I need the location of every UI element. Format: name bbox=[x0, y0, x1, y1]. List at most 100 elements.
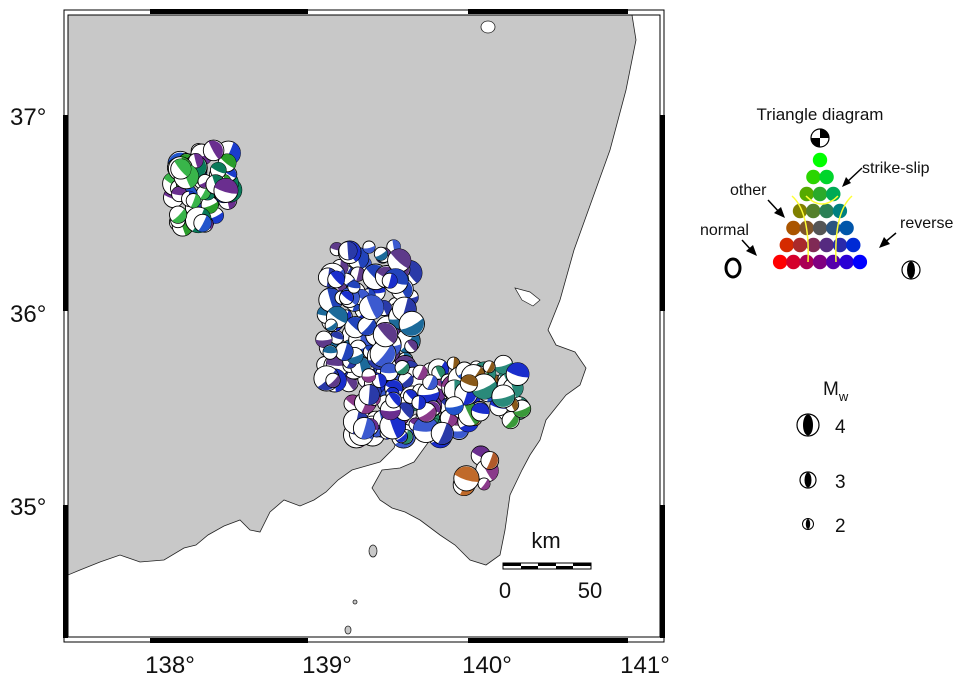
focal-mechanism-beachball bbox=[324, 318, 338, 332]
focal-mechanism-beachball bbox=[350, 266, 366, 282]
arrow-head-icon bbox=[774, 207, 785, 218]
label-normal: normal bbox=[700, 222, 749, 239]
focal-mechanism-beachball bbox=[444, 396, 464, 416]
triangle-dot bbox=[839, 254, 854, 270]
arrow-head-icon bbox=[879, 237, 890, 248]
focal-mechanism-beachball bbox=[325, 372, 341, 389]
strike-slip-beachball-icon bbox=[810, 128, 830, 148]
label-reverse: reverse bbox=[900, 215, 953, 232]
triangle-dot bbox=[806, 203, 821, 219]
triangle-dot bbox=[799, 254, 814, 270]
focal-mechanism-beachball bbox=[371, 373, 387, 389]
arrow-head-icon bbox=[746, 245, 757, 256]
focal-mechanism-beachball bbox=[385, 391, 402, 409]
focal-mechanism-beachball bbox=[482, 360, 496, 374]
lat-label-35: 35° bbox=[10, 494, 46, 521]
triangle-dot bbox=[799, 186, 814, 202]
scale-bar: km 0 50 bbox=[499, 528, 602, 603]
triangle-dot bbox=[819, 169, 834, 185]
focal-mechanism-beachball bbox=[357, 316, 377, 337]
beachball-mw2-icon bbox=[802, 518, 814, 530]
lat-label-37: 37° bbox=[10, 104, 46, 131]
focal-mechanism-beachball bbox=[339, 290, 354, 306]
magnitude-entry-4: 4 bbox=[835, 417, 846, 438]
triangle-dot bbox=[826, 254, 841, 270]
focal-mechanism-beachball bbox=[505, 362, 530, 386]
normal-beachball-icon bbox=[724, 257, 742, 279]
lon-label-141: 141° bbox=[620, 652, 670, 679]
triangle-dot bbox=[812, 152, 828, 168]
focal-mechanism-beachball bbox=[352, 416, 376, 440]
focal-mechanism-beachball bbox=[459, 374, 479, 393]
focal-mechanism-beachball bbox=[327, 270, 345, 289]
triangle-dot bbox=[812, 220, 828, 236]
triangle-boundary-left bbox=[791, 195, 809, 263]
focal-mechanism-beachball bbox=[387, 248, 412, 273]
focal-mechanism-beachball bbox=[185, 193, 201, 209]
reverse-beachball-icon bbox=[901, 260, 921, 280]
focal-mechanism-beachball bbox=[372, 321, 399, 348]
focal-mechanism-beachball bbox=[169, 205, 188, 224]
focal-mechanism-beachball bbox=[347, 280, 361, 294]
label-other: other bbox=[730, 182, 767, 199]
beachball-mw3-icon bbox=[799, 471, 817, 489]
focal-mechanism-beachball bbox=[422, 374, 438, 391]
triangle-dot-grid bbox=[772, 152, 868, 270]
triangle-dot bbox=[786, 254, 801, 270]
triangle-dot bbox=[812, 186, 828, 202]
triangle-dot bbox=[852, 254, 868, 270]
focal-mechanism-beachball bbox=[480, 451, 500, 470]
triangle-dot bbox=[832, 237, 848, 253]
focal-mechanism-beachball bbox=[453, 465, 480, 492]
triangle-dot bbox=[819, 237, 834, 253]
triangle-dot bbox=[839, 220, 854, 236]
scale-unit: km bbox=[531, 528, 560, 553]
focal-mechanism-beachball bbox=[202, 139, 225, 162]
magnitude-legend: Mw 4 3 2 bbox=[796, 379, 849, 537]
magnitude-title: Mw bbox=[823, 379, 849, 404]
longitude-labels: 138° 139° 140° 141° bbox=[145, 652, 670, 679]
magnitude-entry-3: 3 bbox=[835, 472, 846, 493]
triangle-diagram-legend: Triangle diagram strike-slip other norma… bbox=[700, 105, 953, 280]
focal-mechanism-beachball bbox=[431, 365, 446, 380]
focal-mechanism-beachball bbox=[358, 384, 380, 406]
focal-mechanism-beachball bbox=[362, 240, 376, 254]
focal-mechanism-beachball bbox=[334, 342, 354, 362]
triangle-dot bbox=[812, 254, 828, 270]
triangle-dot bbox=[772, 254, 788, 270]
label-strike-slip: strike-slip bbox=[862, 160, 930, 177]
focal-mechanism-beachball bbox=[381, 272, 398, 289]
triangle-dot bbox=[792, 237, 808, 253]
beachball-mw4-icon bbox=[796, 413, 820, 437]
lake bbox=[514, 287, 541, 307]
focal-mechanism-beachball bbox=[213, 178, 239, 203]
focal-mechanism-beachball bbox=[470, 402, 490, 422]
focal-mechanism-beachball bbox=[404, 339, 418, 354]
focal-mechanism-beachball bbox=[412, 364, 428, 381]
triangle-dot bbox=[806, 169, 821, 185]
focal-mechanism-beachball bbox=[477, 477, 491, 491]
focal-mechanism-beachball bbox=[361, 368, 377, 383]
island bbox=[352, 599, 358, 605]
focal-mechanism-beachball bbox=[338, 241, 358, 261]
focal-mechanism-events bbox=[162, 139, 532, 497]
scale-label-end: 50 bbox=[578, 578, 602, 603]
triangle-title: Triangle diagram bbox=[757, 105, 884, 124]
island bbox=[368, 544, 378, 558]
triangle-dot bbox=[819, 203, 834, 219]
island bbox=[344, 625, 352, 635]
focal-mechanism-beachball bbox=[358, 294, 385, 321]
focal-mechanism-beachball bbox=[394, 360, 410, 376]
latitude-labels: 37° 36° 35° bbox=[10, 104, 46, 521]
triangle-dot bbox=[826, 186, 841, 202]
triangle-dot bbox=[846, 237, 861, 253]
lon-label-139: 139° bbox=[302, 652, 352, 679]
triangle-dot bbox=[806, 237, 821, 253]
focal-mechanism-beachball bbox=[322, 344, 338, 360]
focal-mechanism-beachball bbox=[398, 310, 425, 338]
triangle-boundary-top bbox=[805, 195, 839, 205]
triangle-boundary-right bbox=[835, 195, 853, 263]
focal-mechanism-beachball bbox=[209, 161, 227, 179]
triangle-dot bbox=[786, 220, 801, 236]
